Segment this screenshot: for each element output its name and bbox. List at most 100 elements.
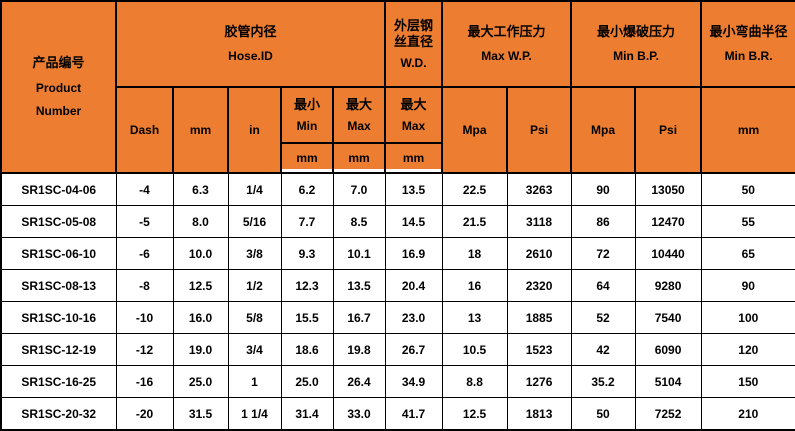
table-cell: 19.8 — [332, 333, 386, 366]
header-row-groups: 产品编号 Product Number 胶管内径 Hose.ID 外层钢丝直径 … — [0, 0, 795, 174]
table-cell: 26.7 — [384, 333, 443, 366]
table-cell: 16.7 — [332, 301, 386, 334]
table-cell: 5104 — [634, 365, 702, 398]
header-product-number: 产品编号 Product Number — [0, 0, 117, 174]
table-cell: -12 — [115, 333, 174, 366]
header-wire-diameter-en: W.D. — [400, 56, 427, 71]
table-cell: 12.5 — [441, 397, 508, 431]
table-cell: 6.2 — [280, 172, 334, 206]
table-cell: 13050 — [634, 172, 702, 206]
table-cell: 42 — [570, 333, 636, 366]
table-row: SR1SC-08-13 -8 12.5 1/2 12.3 13.5 20.4 1… — [0, 269, 795, 302]
table-cell: 18 — [441, 237, 508, 270]
table-cell: 86 — [570, 205, 636, 238]
table-cell: 50 — [570, 397, 636, 431]
table-row: SR1SC-06-10 -6 10.0 3/8 9.3 10.1 16.9 18… — [0, 237, 795, 270]
table-cell: 55 — [700, 205, 795, 238]
table-cell: 210 — [700, 397, 795, 431]
header-br-mm: mm — [700, 86, 795, 174]
table-cell: 1813 — [506, 397, 572, 431]
table-cell: 18.6 — [280, 333, 334, 366]
table-cell: 9280 — [634, 269, 702, 302]
header-max-working-pressure-en: Max W.P. — [481, 49, 532, 64]
header-product-number-zh: 产品编号 — [32, 55, 85, 71]
header-max-working-pressure-zh: 最大工作压力 — [467, 24, 546, 40]
table-row: SR1SC-04-06 -4 6.3 1/4 6.2 7.0 13.5 22.5… — [0, 172, 795, 206]
table-cell: 13 — [441, 301, 508, 334]
header-wp-psi: Psi — [506, 86, 573, 174]
table-cell: 3118 — [506, 205, 572, 238]
table-cell: 35.2 — [570, 365, 636, 398]
header-dash: Dash — [115, 86, 174, 174]
table-row: SR1SC-10-16 -10 16.0 5/8 15.5 16.7 23.0 … — [0, 301, 795, 334]
table-cell: 12.5 — [172, 269, 229, 302]
table-cell: 1/4 — [227, 172, 282, 206]
table-cell: 1 1/4 — [227, 397, 282, 431]
header-hose-id: 胶管内径 Hose.ID — [114, 0, 387, 88]
header-min-bend-radius-zh: 最小弯曲半径 — [709, 24, 788, 40]
table-cell: 7.7 — [280, 205, 334, 238]
table-cell: 12470 — [634, 205, 702, 238]
header-bp-psi: Psi — [634, 86, 703, 174]
table-cell: 64 — [570, 269, 636, 302]
product-number-cell: SR1SC-10-16 — [0, 301, 117, 334]
header-min-burst-pressure-zh: 最小爆破压力 — [597, 24, 676, 40]
header-min-bend-radius: 最小弯曲半径 Min B.R. — [700, 0, 795, 88]
table-cell: -16 — [115, 365, 174, 398]
table-cell: 16.0 — [172, 301, 229, 334]
header-row-units: mm mm mm — [1, 142, 795, 174]
table-cell: 6.3 — [172, 172, 229, 206]
product-number-cell: SR1SC-05-08 — [0, 205, 117, 238]
table-cell: 2610 — [506, 237, 572, 270]
header-product-number-en1: Product — [35, 80, 82, 95]
header-id-in: in — [227, 86, 282, 174]
table-cell: 7540 — [634, 301, 702, 334]
table-cell: 90 — [570, 172, 636, 206]
header-id-min: 最小 Min — [280, 86, 334, 144]
table-cell: 6090 — [634, 333, 702, 366]
header-max-working-pressure: 最大工作压力 Max W.P. — [441, 0, 573, 88]
header-wd-max-unit: mm — [384, 142, 444, 174]
table-cell: 1/2 — [227, 269, 282, 302]
table-cell: -5 — [115, 205, 174, 238]
table-cell: -8 — [115, 269, 174, 302]
table-cell: 26.4 — [332, 365, 386, 398]
product-number-cell: SR1SC-06-10 — [0, 237, 117, 270]
table-row: SR1SC-12-19 -12 19.0 3/4 18.6 19.8 26.7 … — [0, 333, 795, 366]
header-min-burst-pressure-en: Min B.P. — [613, 49, 659, 64]
table-cell: 3/8 — [227, 237, 282, 270]
header-wire-diameter: 外层钢丝直径 W.D. — [384, 0, 444, 88]
table-cell: 14.5 — [384, 205, 443, 238]
table-cell: -20 — [115, 397, 174, 431]
table-cell: 65 — [700, 237, 795, 270]
table-cell: 150 — [700, 365, 795, 398]
table-cell: -10 — [115, 301, 174, 334]
table-cell: 100 — [700, 301, 795, 334]
product-number-cell: SR1SC-16-25 — [0, 365, 117, 398]
table-cell: 13.5 — [384, 172, 443, 206]
header-id-min-unit: mm — [280, 142, 334, 174]
table-cell: 20.4 — [384, 269, 443, 302]
table-row: SR1SC-20-32 -20 31.5 1 1/4 31.4 33.0 41.… — [0, 397, 795, 431]
table-cell: 9.3 — [280, 237, 334, 270]
table-cell: 50 — [700, 172, 795, 206]
header-product-number-en2: Number — [35, 104, 82, 119]
table-cell: 25.0 — [172, 365, 229, 398]
table-cell: 72 — [570, 237, 636, 270]
table-cell: 41.7 — [384, 397, 443, 431]
table-cell: 5/16 — [227, 205, 282, 238]
table-cell: 10440 — [634, 237, 702, 270]
table-cell: 3263 — [506, 172, 572, 206]
header-bp-mpa: Mpa — [570, 86, 637, 174]
header-id-max: 最大 Max — [331, 86, 387, 144]
product-number-cell: SR1SC-08-13 — [0, 269, 117, 302]
table-cell: 16.9 — [384, 237, 443, 270]
table-cell: 23.0 — [384, 301, 443, 334]
table-cell: 31.4 — [280, 397, 334, 431]
product-number-cell: SR1SC-12-19 — [0, 333, 117, 366]
table-cell: 3/4 — [227, 333, 282, 366]
table-cell: 1276 — [506, 365, 572, 398]
header-id-max-unit: mm — [331, 142, 387, 174]
